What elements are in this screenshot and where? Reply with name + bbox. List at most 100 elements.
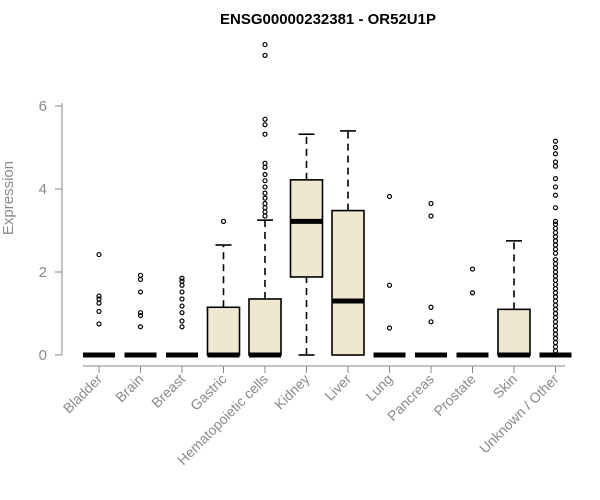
outlier-point	[137, 310, 144, 316]
outlier-point	[179, 289, 185, 295]
outlier-point	[179, 296, 185, 302]
outlier-point	[262, 164, 268, 171]
outlier-point	[262, 178, 268, 184]
outlier-point	[262, 200, 268, 207]
outlier-point	[552, 323, 559, 329]
plot-area	[83, 41, 572, 358]
outlier-point	[428, 304, 434, 310]
outlier-point	[552, 151, 559, 157]
x-tick-label: Unknown / Other	[476, 371, 562, 457]
outlier-point	[552, 242, 559, 248]
outlier-point	[552, 269, 559, 275]
box-group	[248, 41, 282, 358]
outlier-point	[552, 286, 559, 292]
outlier-point	[552, 138, 559, 144]
outlier-point	[262, 116, 268, 122]
outlier-point	[262, 122, 268, 128]
outlier-point	[552, 184, 559, 190]
outlier-point	[262, 160, 268, 166]
outlier-point	[262, 190, 268, 196]
x-tick-label: Bladder	[60, 371, 106, 417]
outlier-point	[552, 238, 559, 244]
outlier-point	[428, 319, 434, 325]
outlier-point	[262, 184, 268, 190]
box-rect	[248, 298, 282, 356]
outlier-point	[552, 229, 559, 236]
outlier-point	[469, 266, 476, 272]
y-tick-label: 6	[39, 98, 47, 115]
outlier-point	[552, 331, 559, 337]
outlier-point	[137, 312, 144, 319]
outlier-point	[179, 278, 185, 284]
box-rect	[289, 179, 324, 278]
outlier-point	[552, 218, 559, 224]
box-group	[539, 138, 572, 358]
outlier-point	[386, 193, 393, 200]
box-group	[373, 193, 406, 358]
outlier-point	[262, 131, 268, 137]
outlier-point	[552, 250, 559, 256]
outlier-point	[179, 303, 185, 309]
box-group	[497, 240, 531, 358]
x-tick-label: Liver	[321, 371, 354, 404]
outlier-point	[552, 144, 559, 151]
outlier-point	[552, 335, 559, 341]
outlier-point	[552, 221, 559, 227]
outlier-point	[220, 218, 227, 224]
outlier-point	[428, 213, 434, 219]
outlier-point	[552, 261, 559, 267]
outlier-point	[552, 163, 559, 169]
outlier-point	[552, 319, 559, 325]
outlier-point	[137, 324, 144, 330]
x-tick-label: Prostate	[430, 371, 478, 419]
outlier-point	[386, 282, 393, 288]
outlier-point	[552, 159, 559, 165]
outlier-point	[552, 277, 559, 283]
box-group	[289, 133, 324, 356]
outlier-point	[179, 310, 185, 316]
outlier-point	[469, 290, 476, 296]
box-group	[415, 200, 447, 358]
y-tick-label: 2	[39, 264, 47, 281]
box-rect	[206, 306, 241, 356]
box-group	[166, 275, 198, 358]
x-tick-label: Brain	[112, 371, 146, 405]
outlier-point	[552, 306, 559, 312]
outlier-point	[552, 176, 559, 182]
y-tick-label: 4	[39, 181, 47, 198]
outlier-point	[552, 290, 559, 296]
outlier-point	[179, 275, 185, 281]
x-tick-label: Lung	[362, 371, 395, 404]
outlier-point	[552, 339, 559, 346]
outlier-point	[96, 251, 102, 258]
outlier-point	[179, 282, 185, 288]
outlier-point	[262, 52, 268, 58]
outlier-point	[552, 294, 559, 300]
outlier-point	[386, 325, 393, 331]
outlier-point	[552, 205, 559, 211]
outlier-point	[179, 318, 185, 324]
outlier-point	[552, 281, 559, 288]
outlier-point	[552, 225, 559, 232]
box-rect	[331, 209, 365, 356]
outlier-point	[137, 289, 144, 295]
outlier-point	[552, 256, 559, 263]
chart-title: ENSG00000232381 - OR52U1P	[220, 11, 436, 28]
outlier-point	[262, 41, 268, 48]
outlier-point	[137, 272, 144, 278]
y-axis-label: Expression	[0, 161, 17, 235]
outlier-point	[552, 234, 559, 240]
outlier-point	[428, 200, 434, 207]
box-group	[124, 272, 157, 358]
y-tick-label: 0	[39, 347, 47, 364]
outlier-point	[96, 296, 102, 302]
outlier-point	[262, 209, 268, 215]
x-tick-label: Kidney	[271, 371, 313, 413]
outlier-point	[137, 276, 144, 283]
outlier-point	[552, 273, 559, 279]
outlier-point	[96, 293, 102, 299]
x-tick-label: Breast	[148, 371, 188, 411]
box-rect	[497, 308, 531, 356]
